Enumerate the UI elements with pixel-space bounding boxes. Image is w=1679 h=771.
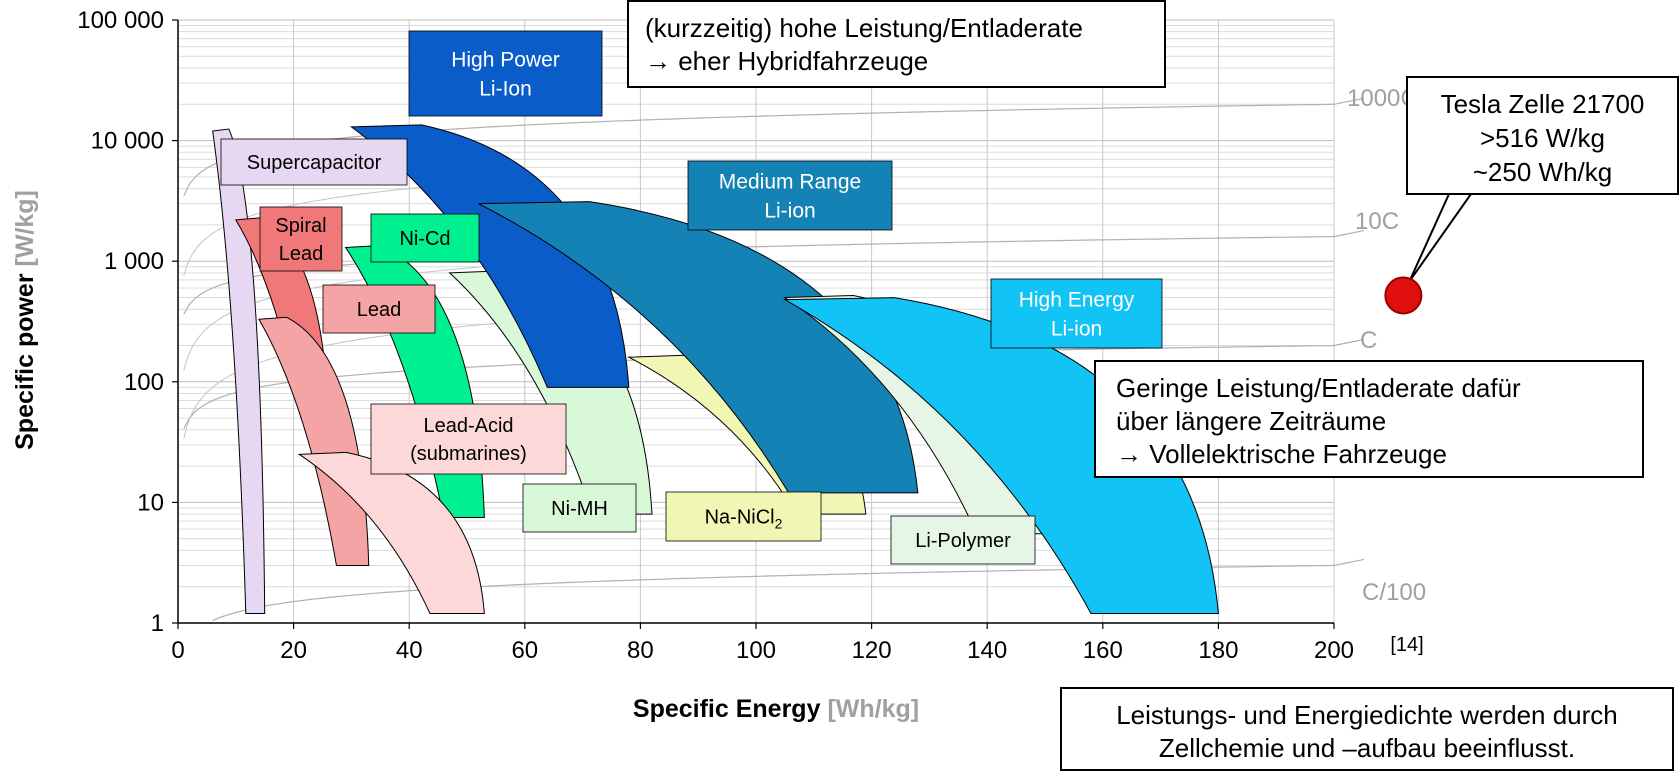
x-tick-label: 0 bbox=[171, 637, 184, 664]
label-box-high-power-li-ion: High Power Li-Ion bbox=[408, 30, 603, 117]
marker-layer bbox=[1384, 193, 1473, 315]
y-tick-label: 10 bbox=[137, 489, 164, 516]
region-medium-range-li-ion bbox=[478, 201, 919, 494]
label-box-bg bbox=[408, 30, 603, 117]
callout-summary-line1: Leistungs- und Energiedichte werden durc… bbox=[1116, 700, 1618, 730]
label-box-bg bbox=[322, 284, 436, 334]
callout-high-energy-line3: → Vollelektrische Fahrzeuge bbox=[1116, 439, 1447, 469]
tesla-callout-line2: >516 W/kg bbox=[1479, 123, 1605, 153]
label-box-ni-mh: Ni-MH bbox=[522, 483, 637, 533]
callout-high-energy-line2: über längere Zeiträume bbox=[1116, 406, 1387, 436]
region-lead bbox=[258, 316, 370, 566]
label-box-medium-range-li-ion: Medium Range Li-ion bbox=[687, 160, 893, 231]
region-label: Supercapacitor bbox=[247, 152, 382, 174]
label-box-bg bbox=[665, 491, 822, 542]
label-box-bg bbox=[259, 206, 343, 272]
regions: Supercapacitor Spiral Lead Lead Ni-Cd Lead-Ac… bbox=[212, 30, 1219, 614]
region-label: Ni-Cd bbox=[399, 228, 450, 250]
region-label: Lead-Acid bbox=[423, 415, 513, 437]
tesla-callout: Tesla Zelle 21700 >516 W/kg ~250 Wh/kg bbox=[1406, 76, 1679, 195]
y-tick-label: 10 000 bbox=[91, 128, 164, 155]
x-tick-label: 100 bbox=[736, 637, 776, 664]
label-box-na-nicl2: Na-NiCl2 bbox=[665, 491, 822, 542]
x-tick-label: 160 bbox=[1083, 637, 1123, 664]
label-box-high-energy-li-ion: High Energy Li-ion bbox=[990, 278, 1163, 349]
region-label: Spiral bbox=[275, 215, 326, 237]
rate-label: 1000C bbox=[1347, 85, 1418, 112]
callout-high-energy: Geringe Leistung/Entladerate dafür über … bbox=[1094, 360, 1644, 478]
label-box-lead: Lead bbox=[322, 284, 436, 334]
label-box-lead-acid-submarines-: Lead-Acid (submarines) bbox=[370, 403, 567, 475]
y-axis-label: Specific power [W/kg] bbox=[11, 190, 39, 450]
region-label: Ni-MH bbox=[551, 498, 608, 520]
rate-label: C bbox=[1360, 327, 1377, 354]
x-tick-label: 60 bbox=[511, 637, 538, 664]
region-label: Medium Range bbox=[719, 171, 861, 194]
y-tick-label: 100 bbox=[124, 369, 164, 396]
x-tick-label: 120 bbox=[852, 637, 892, 664]
rate-label: C/100 bbox=[1362, 579, 1426, 606]
label-box-bg bbox=[522, 483, 637, 533]
label-box-ni-cd: Ni-Cd bbox=[370, 213, 480, 263]
label-box-li-polymer: Li-Polymer bbox=[890, 515, 1036, 565]
label-box-bg bbox=[990, 278, 1163, 349]
tesla-marker bbox=[1384, 276, 1423, 315]
axis-labels: Specific Energy [Wh/kg] Specific power [W… bbox=[11, 190, 1424, 723]
label-box-bg bbox=[370, 213, 480, 263]
x-tick-label: 140 bbox=[967, 637, 1007, 664]
callout-high-energy-line1: Geringe Leistung/Entladerate dafür bbox=[1116, 373, 1521, 403]
callout-summary: Leistungs- und Energiedichte werden durc… bbox=[1060, 687, 1674, 771]
x-tick-label: 40 bbox=[396, 637, 423, 664]
region-label: Lead bbox=[357, 299, 402, 321]
label-box-bg bbox=[220, 138, 408, 186]
region-high-power-li-ion bbox=[349, 124, 630, 388]
region-supercapacitor bbox=[212, 128, 266, 614]
callout-high-power-line1: (kurzzeitig) hohe Leistung/Entladerate bbox=[645, 13, 1083, 43]
label-box-bg bbox=[890, 515, 1036, 565]
label-box-bg bbox=[370, 403, 567, 475]
label-box-supercapacitor: Supercapacitor bbox=[220, 138, 408, 186]
region-label: (submarines) bbox=[410, 443, 527, 465]
region-label: Lead bbox=[279, 243, 324, 265]
label-box-bg bbox=[687, 160, 893, 231]
x-tick-label: 200 bbox=[1314, 637, 1354, 664]
label-box-spiral-lead: Spiral Lead bbox=[259, 206, 343, 272]
x-tick-label: 180 bbox=[1198, 637, 1238, 664]
tesla-callout-line3: ~250 Wh/kg bbox=[1472, 157, 1613, 187]
y-tick-label: 100 000 bbox=[77, 7, 164, 34]
rate-label: 10C bbox=[1355, 208, 1399, 235]
region-label: Na-NiCl2 bbox=[705, 507, 783, 532]
region-label: Li-Ion bbox=[479, 78, 532, 101]
tesla-pointer bbox=[1408, 193, 1473, 283]
y-tick-label: 1 bbox=[151, 610, 164, 637]
region-label: High Power bbox=[451, 49, 560, 72]
axes bbox=[172, 19, 1335, 629]
y-tick-label: 1 000 bbox=[104, 248, 164, 275]
callout-high-power-line2: → eher Hybridfahrzeuge bbox=[645, 46, 929, 76]
region-label: Li-Polymer bbox=[915, 530, 1011, 552]
reference-label: [14] bbox=[1390, 634, 1423, 656]
callout-high-power: (kurzzeitig) hohe Leistung/Entladerate →… bbox=[627, 0, 1166, 88]
region-label: Li-ion bbox=[764, 200, 815, 223]
region-label: High Energy bbox=[1019, 289, 1135, 312]
x-tick-label: 80 bbox=[627, 637, 654, 664]
x-axis-label: Specific Energy [Wh/kg] bbox=[633, 695, 919, 723]
region-label: Li-ion bbox=[1051, 318, 1102, 341]
x-tick-label: 20 bbox=[280, 637, 307, 664]
callout-summary-line2: Zellchemie und –aufbau beeinflusst. bbox=[1158, 733, 1576, 763]
tesla-callout-line1: Tesla Zelle 21700 bbox=[1440, 89, 1645, 119]
tick-labels: 0 20 40 60 80 100 120 140 160 180 200 1 10 100 1 000 10… bbox=[77, 7, 1354, 664]
